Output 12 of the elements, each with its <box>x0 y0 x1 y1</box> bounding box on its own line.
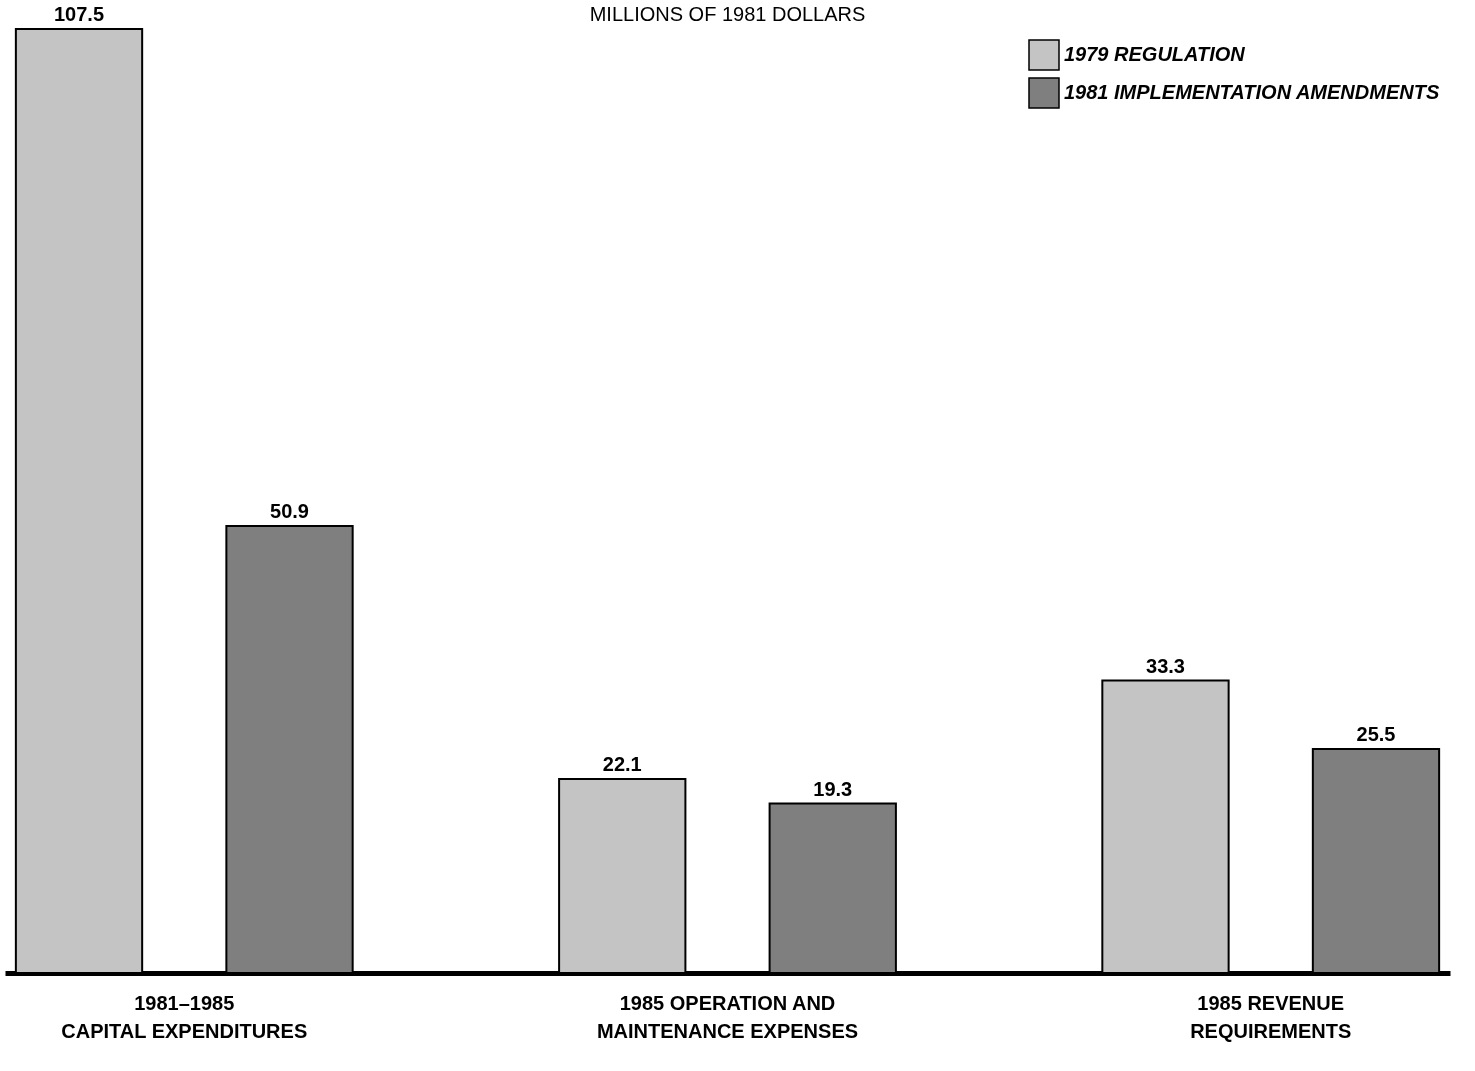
legend-label: 1979 REGULATION <box>1064 43 1246 65</box>
data-label: 107.5 <box>53 3 105 25</box>
legend-label: 1981 IMPLEMENTATION AMENDMENTS <box>1064 81 1440 103</box>
chart-title: MILLIONS OF 1981 DOLLARS <box>589 3 866 25</box>
data-label: 25.5 <box>1356 723 1396 746</box>
data-label: 50.9 <box>270 500 309 523</box>
data-label: 22.1 <box>602 752 642 775</box>
data-label: 33.3 <box>1146 654 1185 677</box>
x-tick-label: 1985 OPERATION AND MAINTENANCE EXPENSES <box>596 991 859 1042</box>
x-tick-label: 1981–1985 CAPITAL EXPENDITURES <box>61 991 308 1042</box>
x-tick-label: 1985 REVENUE REQUIREMENTS <box>1190 991 1352 1042</box>
data-label: 19.3 <box>813 777 853 800</box>
